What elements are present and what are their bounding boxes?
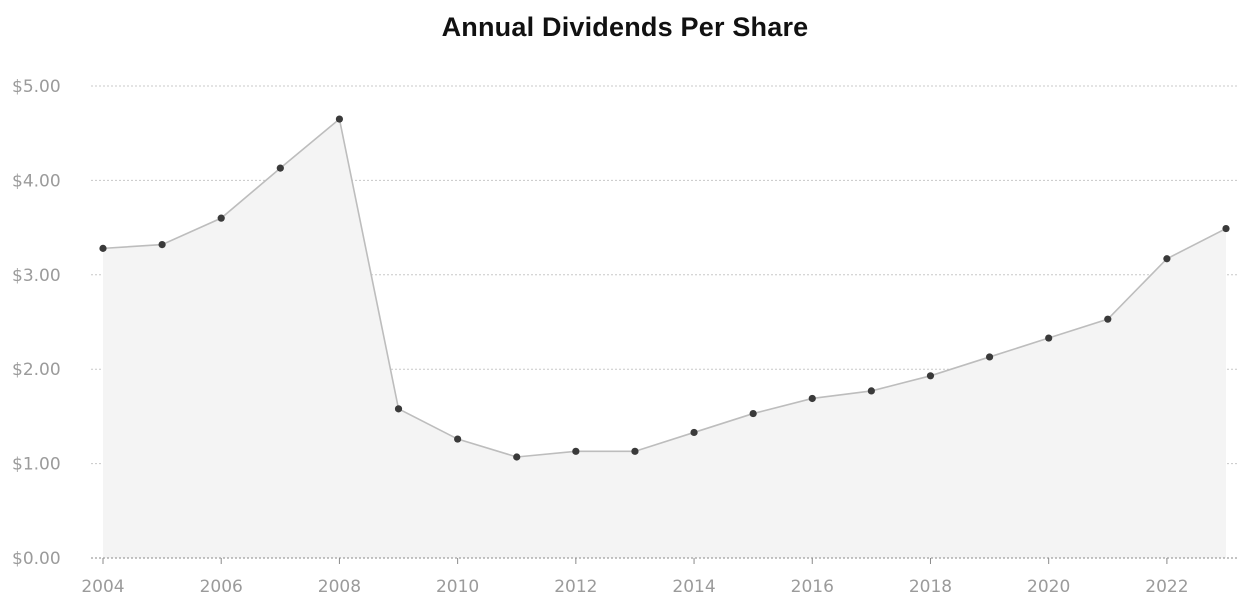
x-axis-tick-labels: 2004 2006 2008 2010 2012 2014 2016 2018 2020 2022 xyxy=(81,577,1188,597)
y-tick-label: $3.00 xyxy=(12,266,61,286)
data-point[interactable] xyxy=(454,435,462,443)
data-point[interactable] xyxy=(99,244,107,252)
x-tick-label: 2012 xyxy=(554,577,597,597)
data-point[interactable] xyxy=(926,372,935,380)
data-point[interactable] xyxy=(867,387,875,395)
chart-title: Annual Dividends Per Share xyxy=(441,12,809,42)
y-tick-label: $5.00 xyxy=(12,77,61,97)
series-line-layer xyxy=(102,117,1227,458)
x-axis xyxy=(91,557,1238,564)
x-tick-label: 2006 xyxy=(200,577,243,597)
data-point[interactable] xyxy=(158,240,166,249)
data-point[interactable] xyxy=(1104,315,1112,323)
data-point[interactable] xyxy=(1222,224,1230,233)
data-point[interactable] xyxy=(1045,334,1053,342)
x-tick-label: 2022 xyxy=(1145,577,1188,597)
x-tick-label: 2020 xyxy=(1027,577,1070,597)
data-point[interactable] xyxy=(690,428,698,437)
x-tick-label: 2008 xyxy=(318,577,361,597)
data-points xyxy=(99,115,1230,461)
x-tick-label: 2016 xyxy=(791,577,834,597)
data-point[interactable] xyxy=(394,405,403,413)
y-axis-tick-labels: $0.00 $1.00 $2.00 $3.00 $4.00 $5.00 xyxy=(12,77,61,569)
data-point[interactable] xyxy=(572,447,580,455)
y-tick-label: $4.00 xyxy=(12,171,61,191)
y-tick-label: $0.00 xyxy=(12,549,61,569)
area-fill-layer xyxy=(103,119,1226,558)
data-point[interactable] xyxy=(985,353,994,361)
y-tick-label: $2.00 xyxy=(12,360,61,380)
data-point[interactable] xyxy=(1163,255,1171,263)
series-area-fill xyxy=(103,119,1226,558)
data-point[interactable] xyxy=(808,394,816,403)
x-tick-label: 2018 xyxy=(909,577,952,597)
data-point[interactable] xyxy=(276,164,284,172)
x-tick-label: 2004 xyxy=(81,577,124,597)
series-line xyxy=(102,117,1227,458)
data-point[interactable] xyxy=(749,409,757,418)
x-tick-label: 2014 xyxy=(672,577,715,597)
data-point[interactable] xyxy=(335,115,344,123)
data-point[interactable] xyxy=(217,214,225,222)
data-point[interactable] xyxy=(513,453,521,461)
y-tick-label: $1.00 xyxy=(12,455,61,475)
x-tick-label: 2010 xyxy=(436,577,479,597)
data-point[interactable] xyxy=(631,447,639,455)
